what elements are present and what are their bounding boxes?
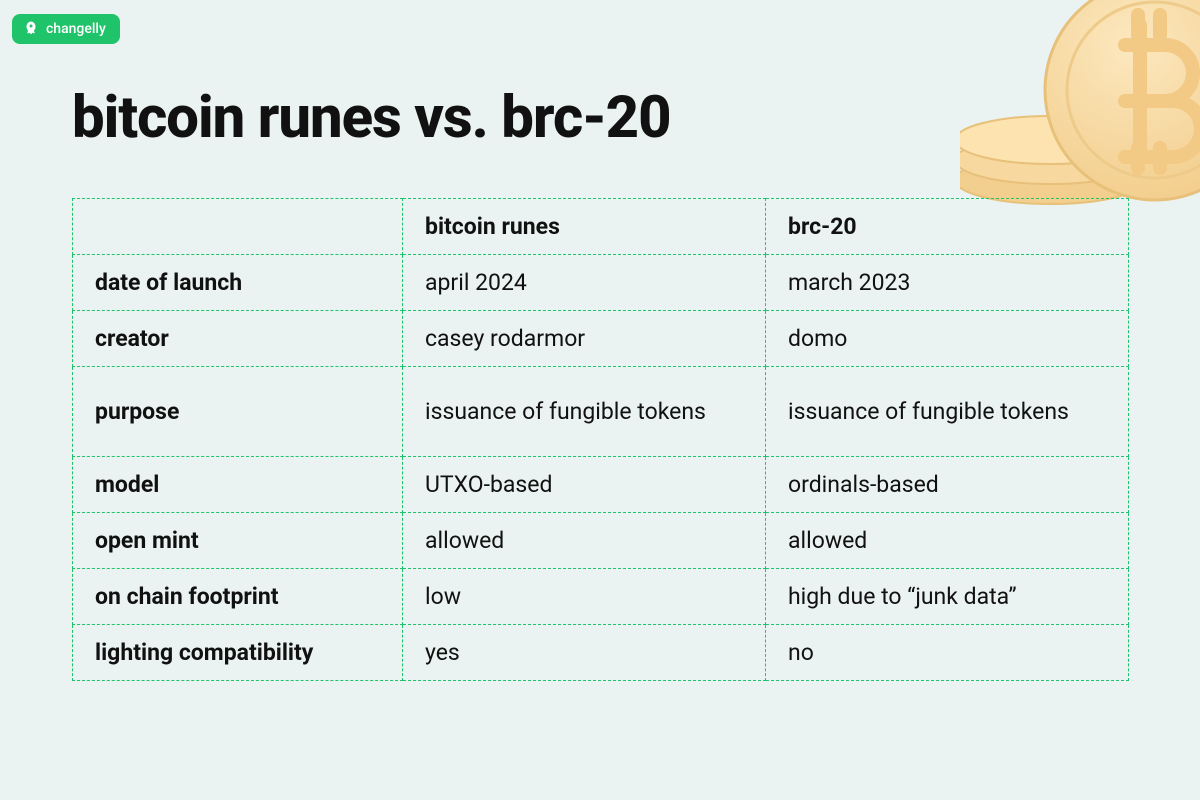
cell-runes: april 2024	[403, 255, 766, 311]
cell-runes: low	[403, 569, 766, 625]
cell-runes: yes	[403, 625, 766, 681]
cell-brc20: no	[766, 625, 1129, 681]
rocket-icon	[22, 20, 40, 38]
row-label: creator	[73, 311, 403, 367]
table-row: date of launchapril 2024march 2023	[73, 255, 1129, 311]
row-label: on chain footprint	[73, 569, 403, 625]
col-header-brc20: brc-20	[766, 199, 1129, 255]
row-label: purpose	[73, 367, 403, 457]
row-label: date of launch	[73, 255, 403, 311]
table-header-row: bitcoin runes brc-20	[73, 199, 1129, 255]
table-row: open mintallowedallowed	[73, 513, 1129, 569]
cell-runes: issuance of fungible tokens	[403, 367, 766, 457]
cell-runes: UTXO-based	[403, 457, 766, 513]
table-row: purposeissuance of fungible tokensissuan…	[73, 367, 1129, 457]
row-label: open mint	[73, 513, 403, 569]
comparison-table: bitcoin runes brc-20 date of launchapril…	[72, 198, 1128, 681]
cell-brc20: issuance of fungible tokens	[766, 367, 1129, 457]
cell-brc20: ordinals-based	[766, 457, 1129, 513]
table-row: on chain footprintlowhigh due to “junk d…	[73, 569, 1129, 625]
page-title: bitcoin runes vs. brc-20	[72, 84, 671, 152]
col-header-runes: bitcoin runes	[403, 199, 766, 255]
row-label: lighting compatibility	[73, 625, 403, 681]
brand-badge: changelly	[12, 14, 120, 44]
brand-name: changelly	[46, 21, 106, 37]
table-row: modelUTXO-basedordinals-based	[73, 457, 1129, 513]
col-header-blank	[73, 199, 403, 255]
bitcoin-coins-illustration	[960, 0, 1200, 230]
cell-runes: allowed	[403, 513, 766, 569]
cell-brc20: allowed	[766, 513, 1129, 569]
cell-brc20: march 2023	[766, 255, 1129, 311]
cell-runes: casey rodarmor	[403, 311, 766, 367]
cell-brc20: high due to “junk data”	[766, 569, 1129, 625]
table-row: creatorcasey rodarmordomo	[73, 311, 1129, 367]
row-label: model	[73, 457, 403, 513]
table-row: lighting compatibilityyesno	[73, 625, 1129, 681]
cell-brc20: domo	[766, 311, 1129, 367]
